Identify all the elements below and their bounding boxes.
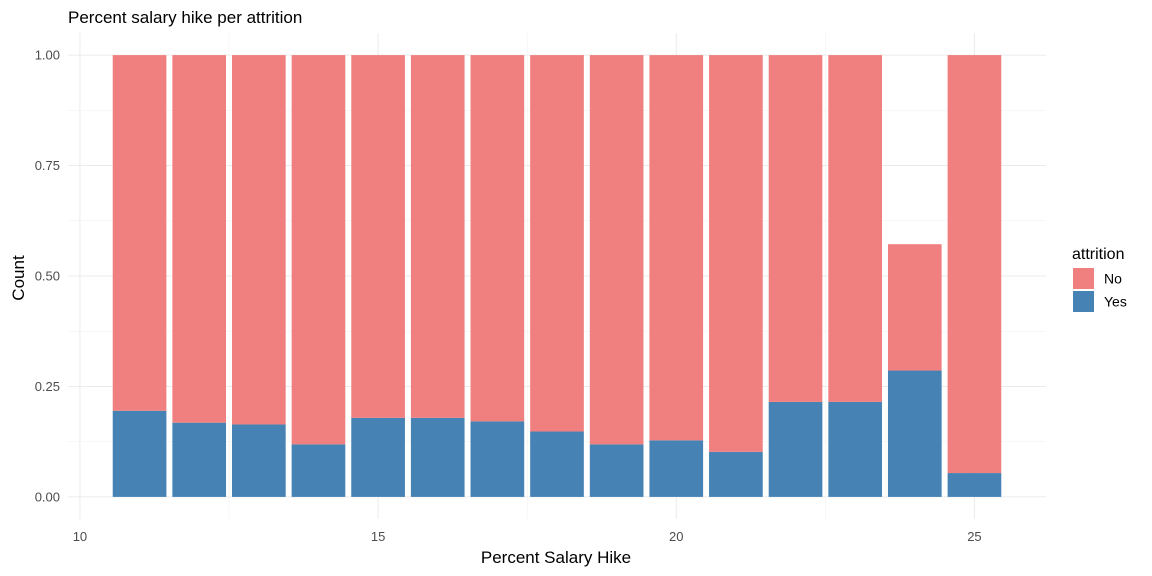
bar-yes-11 [112, 410, 167, 497]
bar-yes-20 [649, 440, 704, 497]
bar-yes-23 [828, 401, 883, 497]
bar-yes-25 [947, 473, 1002, 497]
bar-no-20 [649, 55, 704, 441]
bar-yes-18 [530, 431, 584, 497]
bar-no-19 [589, 55, 644, 445]
legend-title: attrition [1072, 246, 1124, 263]
y-tick-label: 1.00 [35, 48, 60, 63]
bar-no-22 [768, 55, 823, 402]
tick-layer: 0.00 0.25 0.50 0.75 1.00 10 15 20 25 [35, 48, 982, 544]
x-tick-label: 20 [669, 529, 683, 544]
y-tick-label: 0.00 [35, 489, 60, 504]
bar-no-14 [291, 55, 346, 445]
legend-key-no [1073, 268, 1094, 289]
bar-no-18 [530, 55, 584, 432]
bar-yes-16 [410, 417, 465, 497]
bar-no-13 [231, 55, 286, 425]
bar-no-16 [410, 55, 465, 418]
bar-no-25 [947, 55, 1002, 474]
bar-yes-12 [172, 422, 227, 497]
bar-yes-13 [231, 424, 286, 497]
bar-layer [112, 55, 1002, 497]
bar-no-17 [470, 55, 525, 422]
chart-title: Percent salary hike per attrition [68, 8, 303, 27]
x-tick-label: 15 [371, 529, 385, 544]
legend-label-no: No [1104, 271, 1122, 287]
bar-yes-19 [589, 444, 644, 497]
bar-yes-24 [887, 370, 942, 497]
bar-no-15 [351, 55, 405, 418]
x-tick-label: 10 [73, 529, 87, 544]
y-tick-label: 0.25 [35, 379, 60, 394]
y-axis-title: Count [9, 255, 28, 301]
bar-no-24 [887, 244, 942, 371]
bar-yes-15 [351, 417, 405, 497]
bar-no-21 [709, 55, 763, 452]
bar-yes-22 [768, 401, 823, 497]
bar-no-11 [112, 55, 167, 411]
bar-yes-21 [709, 451, 763, 497]
bar-no-23 [828, 55, 883, 402]
y-tick-label: 0.50 [35, 269, 60, 284]
legend-key-yes [1073, 291, 1094, 312]
x-tick-label: 25 [967, 529, 981, 544]
legend: attrition No Yes [1072, 246, 1127, 312]
bar-no-12 [172, 55, 227, 423]
bar-yes-17 [470, 421, 525, 497]
x-axis-title: Percent Salary Hike [481, 548, 631, 567]
legend-label-yes: Yes [1104, 294, 1127, 310]
bar-yes-14 [291, 444, 346, 497]
y-tick-label: 0.75 [35, 158, 60, 173]
